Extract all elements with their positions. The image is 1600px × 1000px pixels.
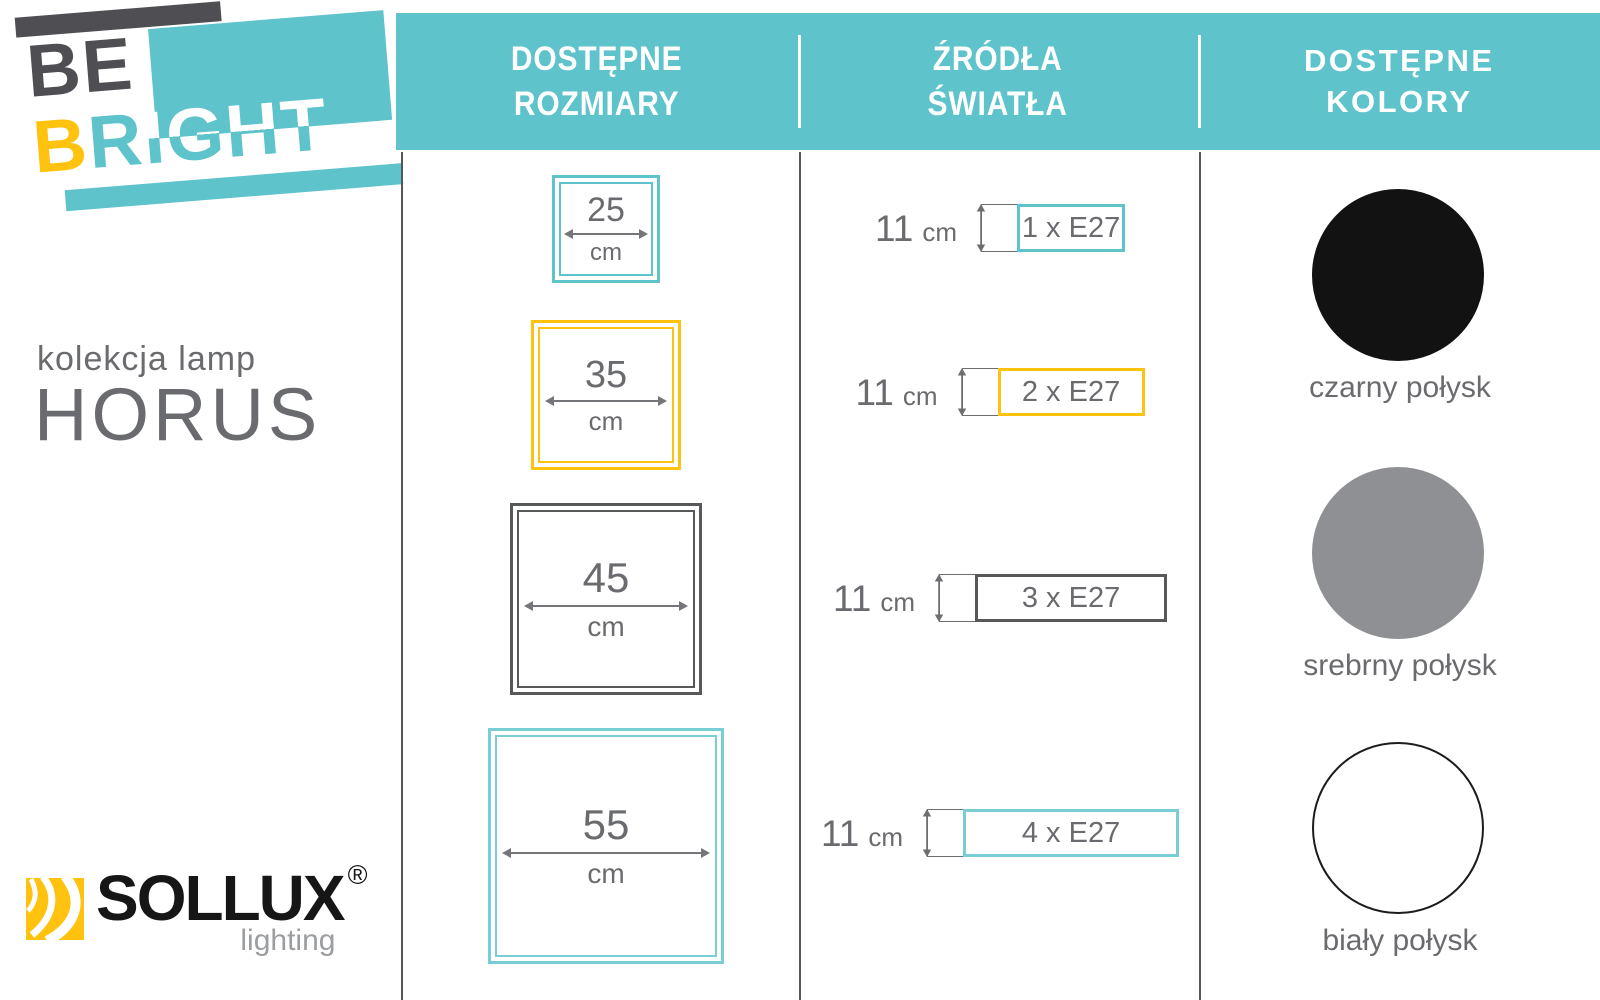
- collection-kicker: kolekcja lamp: [37, 340, 256, 378]
- lamp-edge-box: [939, 574, 976, 622]
- header-divider: [798, 35, 801, 128]
- height-value: 11: [820, 812, 860, 854]
- width-arrow-icon: [564, 229, 648, 239]
- be-bright-logo: BE BRIGHT: [12, 1, 404, 224]
- logo-word-bright: BRIGHT: [30, 82, 331, 188]
- dimension-label: 25 cm: [561, 193, 651, 265]
- size-unit: cm: [587, 611, 625, 642]
- size-square-25: 25 cm: [552, 175, 660, 283]
- light-source-row-1: 11 cm 1 x E27: [800, 204, 1200, 252]
- height-arrow-icon: [976, 204, 986, 252]
- lamp-side-profile: 2 x E27: [957, 368, 1145, 416]
- header-sizes: DOSTĘPNE ROZMIARY: [420, 13, 773, 150]
- size-unit: cm: [590, 239, 622, 266]
- height-unit: cm: [922, 216, 958, 247]
- height-arrow-icon: [934, 574, 944, 622]
- height-value: 11: [832, 577, 872, 619]
- header-divider: [1198, 35, 1201, 128]
- size-square-45-inner: 45 cm: [517, 510, 695, 688]
- height-arrow-icon: [957, 368, 966, 416]
- header-colors-line1: DOSTĘPNE: [1304, 42, 1495, 78]
- finish-label: biały połysk: [1322, 924, 1478, 957]
- height-label: 11 cm: [855, 374, 937, 411]
- sollux-sun-icon: [26, 878, 84, 940]
- sollux-logo: SOLLUX ® lighting: [26, 862, 367, 958]
- header-colors: DOSTĘPNE KOLORY: [1199, 13, 1600, 150]
- logo-letters-ight: IGHT: [140, 82, 332, 180]
- be-bright-logo-rotated: BE BRIGHT: [12, 1, 404, 223]
- finish-label: srebrny połysk: [1303, 649, 1497, 682]
- dimension-label: 45 cm: [519, 557, 693, 641]
- lamp-side-profile: 3 x E27: [934, 574, 1168, 622]
- lamp-side-profile: 4 x E27: [922, 809, 1180, 857]
- height-value: 11: [855, 371, 894, 413]
- height-unit: cm: [902, 380, 938, 411]
- bulb-count-box: 4 x E27: [963, 809, 1180, 857]
- dimension-label: 35 cm: [540, 356, 672, 434]
- size-unit: cm: [588, 406, 624, 436]
- size-square-35: 35 cm: [531, 320, 681, 470]
- bulb-count-box: 1 x E27: [1017, 204, 1126, 252]
- width-arrow-icon: [545, 396, 667, 406]
- column-divider: [401, 152, 403, 1000]
- size-square-35-inner: 35 cm: [538, 327, 674, 463]
- light-source-row-4: 11 cm 4 x E27: [800, 809, 1200, 857]
- header-light-line2: ŚWIATŁA: [927, 84, 1069, 123]
- logo-letter-r: R: [85, 96, 148, 185]
- height-value: 11: [874, 207, 914, 249]
- size-value: 35: [584, 354, 628, 396]
- bulb-count-box: 3 x E27: [975, 574, 1168, 622]
- size-value: 55: [582, 801, 630, 848]
- finish-swatch-white: [1312, 742, 1484, 914]
- column-divider: [799, 152, 801, 1000]
- bulb-count-box: 2 x E27: [997, 368, 1145, 416]
- collection-name: HORUS: [34, 373, 322, 456]
- finish-swatch-black: [1312, 189, 1484, 361]
- finish-label: czarny połysk: [1309, 371, 1491, 404]
- size-square-45: 45 cm: [510, 503, 702, 695]
- width-arrow-icon: [524, 601, 688, 611]
- size-square-25-inner: 25 cm: [559, 182, 653, 276]
- height-unit: cm: [868, 821, 904, 852]
- header-light-sources: ŹRÓDŁA ŚWIATŁA: [821, 13, 1174, 150]
- sollux-wordmark: SOLLUX: [96, 862, 346, 934]
- size-value: 45: [582, 554, 630, 601]
- size-square-55-inner: 55 cm: [495, 735, 717, 957]
- lamp-side-profile: 1 x E27: [976, 204, 1126, 252]
- lamp-edge-box: [927, 809, 964, 857]
- size-unit: cm: [587, 858, 625, 889]
- header-sizes-line1: DOSTĘPNE: [510, 39, 683, 78]
- finish-swatch-silver: [1312, 467, 1484, 639]
- header-sizes-line2: ROZMIARY: [513, 84, 680, 123]
- light-source-row-2: 11 cm 2 x E27: [800, 368, 1200, 416]
- logo-letter-b: B: [29, 101, 92, 189]
- header-band: DOSTĘPNE ROZMIARY ŹRÓDŁA ŚWIATŁA DOSTĘPN…: [396, 13, 1600, 150]
- sollux-wordmark-block: SOLLUX ® lighting: [96, 862, 367, 958]
- size-value: 25: [587, 191, 625, 229]
- height-label: 11 cm: [821, 815, 903, 852]
- logo-word-be: BE: [23, 21, 137, 113]
- width-arrow-icon: [502, 848, 710, 858]
- height-label: 11 cm: [833, 580, 915, 617]
- header-colors-line2: KOLORY: [1326, 83, 1473, 119]
- registered-trademark-icon: ®: [347, 860, 368, 890]
- column-divider: [1199, 152, 1201, 1000]
- height-unit: cm: [880, 586, 916, 617]
- height-arrow-icon: [922, 809, 932, 857]
- header-light-line1: ŹRÓDŁA: [933, 39, 1063, 78]
- size-square-55: 55 cm: [488, 728, 724, 964]
- light-source-row-3: 11 cm 3 x E27: [800, 574, 1200, 622]
- sollux-tagline: lighting: [240, 924, 336, 957]
- dimension-label: 55 cm: [497, 804, 715, 888]
- height-label: 11 cm: [875, 210, 957, 247]
